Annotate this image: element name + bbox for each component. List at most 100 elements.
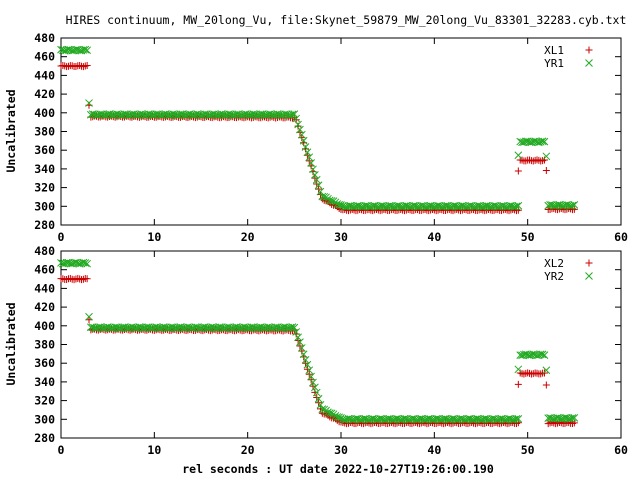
data-point [312, 175, 321, 184]
data-point [286, 323, 295, 332]
data-point [540, 137, 549, 146]
data-point [85, 99, 93, 107]
data-point [542, 152, 551, 161]
data-point [542, 366, 551, 375]
y-tick-label: 280 [34, 431, 55, 445]
data-point [542, 381, 550, 389]
y-tick-label: 460 [34, 263, 55, 277]
data-point [311, 171, 319, 179]
x-tick-label: 0 [58, 443, 65, 457]
data-point [292, 114, 301, 123]
data-point [542, 166, 550, 174]
legend-marker [585, 272, 593, 280]
y-tick-label: 440 [34, 281, 55, 295]
data-point [83, 275, 91, 283]
data-point [514, 365, 523, 374]
data-point [305, 366, 314, 375]
data-point [297, 344, 306, 352]
data-point [311, 383, 319, 392]
y-tick-label: 300 [34, 199, 55, 213]
x-tick-label: 50 [521, 443, 535, 457]
data-point [568, 414, 577, 422]
data-point [299, 350, 308, 359]
series-yr1 [57, 45, 579, 211]
data-point [568, 201, 577, 210]
data-point [298, 347, 306, 355]
data-point [288, 323, 297, 331]
y-tick-label: 340 [34, 375, 55, 389]
data-point [70, 276, 78, 284]
data-point [301, 143, 310, 151]
series-xl1 [57, 61, 578, 215]
x-axis-label: rel seconds : UT date 2022-10-27T19:26:0… [182, 462, 494, 476]
legend-label: YR2 [544, 270, 564, 283]
data-point [81, 45, 90, 54]
y-axis-label: Uncalibrated [4, 89, 18, 172]
x-tick-label: 40 [427, 230, 441, 244]
data-point [514, 201, 523, 210]
y-tick-label: 320 [34, 181, 55, 195]
data-point [514, 380, 522, 388]
data-point [303, 148, 312, 157]
data-point [294, 333, 302, 342]
data-point [540, 369, 548, 377]
data-point [529, 157, 537, 165]
legend-marker [585, 259, 593, 267]
y-tick-label: 280 [34, 218, 55, 232]
panel-bottom: 280 300 320 340 360 380 400 420 440 460 480 0 10 20 30… [4, 244, 628, 457]
x-tick-label: 50 [521, 230, 535, 244]
data-point [296, 125, 304, 134]
data-point [538, 350, 547, 359]
x-tick-label: 20 [241, 230, 255, 244]
data-point [305, 153, 314, 162]
data-point [83, 61, 91, 69]
data-point [314, 181, 323, 190]
x-tick-label: 60 [614, 230, 628, 244]
data-point [309, 165, 317, 174]
data-point [512, 202, 521, 211]
data-point [292, 328, 301, 336]
plot-frame [60, 250, 622, 439]
y-tick-label: 320 [34, 394, 55, 408]
y-tick-label: 380 [34, 125, 55, 139]
y-tick-label: 360 [34, 143, 55, 157]
legend-marker [585, 46, 593, 54]
data-point [307, 372, 315, 381]
y-tick-label: 420 [34, 300, 55, 314]
data-point [524, 369, 532, 377]
data-point [327, 409, 336, 418]
data-point [297, 130, 306, 139]
legend-label: YR1 [544, 57, 564, 70]
data-point [307, 159, 315, 167]
x-tick-label: 20 [241, 443, 255, 457]
data-point [290, 110, 299, 119]
data-point [538, 137, 547, 146]
chart-title: HIRES continuum, MW_20long_Vu, file:Skyn… [66, 13, 627, 27]
y-tick-label: 460 [34, 50, 55, 64]
y-tick-label: 380 [34, 338, 55, 352]
data-point [335, 413, 343, 422]
series-yr2 [57, 258, 579, 424]
data-point [570, 201, 579, 209]
data-point [79, 63, 87, 71]
data-point [85, 312, 93, 321]
y-tick-label: 440 [34, 68, 55, 82]
data-point [301, 356, 310, 364]
y-tick-label: 420 [34, 87, 55, 101]
x-tick-label: 0 [58, 230, 65, 244]
data-point [307, 376, 315, 384]
y-tick-label: 480 [34, 31, 55, 45]
data-point [536, 137, 545, 146]
data-point [296, 338, 304, 346]
y-tick-label: 400 [34, 106, 55, 120]
data-point [309, 378, 317, 387]
data-point [83, 259, 91, 268]
y-tick-label: 480 [34, 244, 55, 258]
data-point [294, 120, 302, 129]
plot-frame [60, 37, 622, 226]
data-point [299, 136, 308, 145]
data-point [312, 388, 321, 397]
legend-marker [585, 59, 593, 67]
data-point [514, 167, 522, 175]
